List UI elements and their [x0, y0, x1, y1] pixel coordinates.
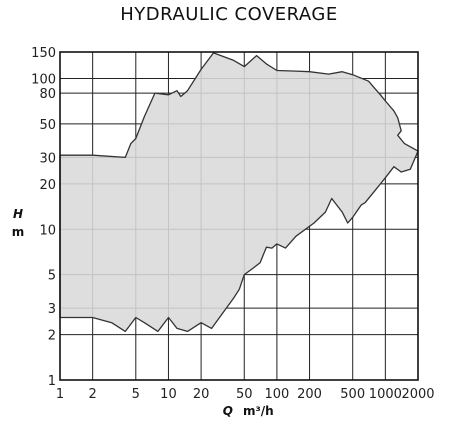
y-tick-label-1: 1: [48, 374, 56, 389]
y-tick-label-5: 5: [48, 269, 56, 284]
x-tick-label-20: 20: [193, 387, 210, 402]
x-tick-label-5: 5: [132, 387, 140, 402]
x-tick-label-1: 1: [56, 387, 64, 402]
axis-labels: Hm Q m³/h: [12, 207, 274, 418]
coverage-area: [59, 52, 419, 333]
x-tick-label-50: 50: [236, 387, 253, 402]
x-tick-label-500: 500: [340, 387, 365, 402]
x-axis-symbol: Q: [223, 404, 233, 418]
y-tick-label-30: 30: [39, 151, 56, 166]
y-tick-label-2: 2: [48, 329, 56, 344]
x-tick-label-10: 10: [160, 387, 177, 402]
y-axis-symbol: H: [13, 207, 23, 221]
chart-title: HYDRAULIC COVERAGE: [120, 4, 338, 25]
y-tick-label-10: 10: [39, 223, 56, 238]
x-tick-label-2: 2: [89, 387, 97, 402]
x-tick-label-200: 200: [297, 387, 322, 402]
plot-frame: [59, 51, 419, 381]
area-layer: [59, 52, 419, 333]
y-tick-label-20: 20: [39, 178, 56, 193]
x-axis-unit: m³/h: [243, 404, 274, 418]
frame-layer: [59, 51, 419, 381]
y-tick-label-100: 100: [31, 73, 56, 88]
y-tick-label-3: 3: [48, 302, 56, 317]
y-axis-unit: m: [12, 225, 25, 239]
x-tick-labels: 1 2 5 10 20 50 100 200 500 1000 2000: [56, 387, 435, 402]
y-tick-label-150: 150: [31, 46, 56, 61]
y-tick-label-80: 80: [39, 87, 56, 102]
y-tick-label-50: 50: [39, 118, 56, 133]
x-tick-label-2000: 2000: [401, 387, 434, 402]
x-tick-label-1000: 1000: [369, 387, 402, 402]
x-tick-label-100: 100: [264, 387, 289, 402]
